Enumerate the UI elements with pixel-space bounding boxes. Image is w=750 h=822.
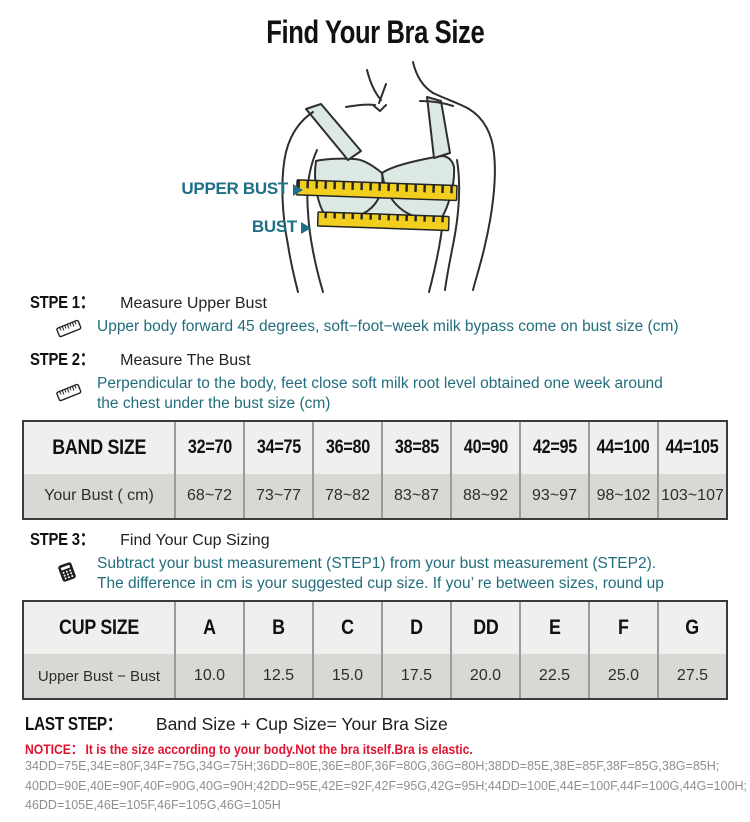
table-cell: 98~102 <box>588 474 657 518</box>
ruler-icon <box>56 318 82 340</box>
band-row-label-cell: Your Bust ( cm) <box>24 474 174 518</box>
cup-size-header-cell: CUP SIZE <box>24 602 174 654</box>
table-cell: 27.5 <box>657 654 726 698</box>
upper-bust-arrow-icon <box>293 184 303 196</box>
step-3: STPE 3： Find Your Cup Sizing Subtract yo… <box>30 529 730 594</box>
table-cell: G <box>657 602 726 654</box>
table-cell: 20.0 <box>450 654 519 698</box>
band-size-header-cell: BAND SIZE <box>24 422 174 474</box>
table-cell: D <box>381 602 450 654</box>
conversion-line: 34DD=75E,34E=80F,34F=75G,34G=75H;36DD=80… <box>25 759 720 773</box>
table-cell: 93~97 <box>519 474 588 518</box>
bust-label: BUST <box>252 217 298 236</box>
step-3-description-line1: Subtract your bust measurement (STEP1) f… <box>97 555 657 572</box>
calculator-icon <box>56 561 82 583</box>
table-cell: C <box>312 602 381 654</box>
table-cell: 78~82 <box>312 474 381 518</box>
bra-measurement-illustration: UPPER BUST BUST <box>181 61 496 293</box>
table-cell: 36=80 <box>312 422 381 474</box>
table-cell: 38=85 <box>381 422 450 474</box>
table-cell: 83~87 <box>381 474 450 518</box>
step-2-description-line2: the chest under the bust size (cm) <box>97 395 331 412</box>
table-cell: 42=95 <box>519 422 588 474</box>
upper-bust-label: UPPER BUST <box>181 179 288 198</box>
table-cell: 34=75 <box>243 422 312 474</box>
band-size-table: BAND SIZE 32=70 34=75 36=80 38=85 40=90 … <box>22 420 728 520</box>
notice-label: NOTICE： <box>25 742 84 757</box>
table-cell: 25.0 <box>588 654 657 698</box>
step-2-description-line1: Perpendicular to the body, feet close so… <box>97 375 663 392</box>
last-step-text: Band Size + Cup Size= Your Bra Size <box>155 714 448 734</box>
conversion-line: 46DD=105E,46E=105F,46F=105G,46G=105H <box>25 798 281 812</box>
table-cell: 17.5 <box>381 654 450 698</box>
table-cell: 12.5 <box>243 654 312 698</box>
cup-size-table: CUP SIZE A B C D DD E F G Upper Bust − B… <box>22 600 728 700</box>
ruler-icon <box>56 382 82 404</box>
step-1-description: Upper body forward 45 degrees, soft−foot… <box>97 318 679 335</box>
table-cell: E <box>519 602 588 654</box>
table-cell: B <box>243 602 312 654</box>
bust-tape <box>316 211 450 232</box>
cup-row-label-cell: Upper Bust − Bust <box>24 654 174 698</box>
table-cell: 73~77 <box>243 474 312 518</box>
table-cell: 32=70 <box>174 422 243 474</box>
last-step-label: LAST STEP： <box>25 714 122 734</box>
last-step-line: LAST STEP： Band Size + Cup Size= Your Br… <box>25 710 448 736</box>
table-cell: 44=100 <box>588 422 657 474</box>
size-conversion-note: 34DD=75E,34E=80F,34F=75G,34G=75H;36DD=80… <box>25 757 748 816</box>
step-3-description-line2: The difference in cm is your suggested c… <box>97 575 664 592</box>
table-cell: A <box>174 602 243 654</box>
table-cell: 44=105 <box>657 422 726 474</box>
table-cell: F <box>588 602 657 654</box>
step-1-heading: Measure Upper Bust <box>120 295 267 312</box>
table-cell: DD <box>450 602 519 654</box>
bust-arrow-icon <box>301 222 311 234</box>
conversion-line: 40DD=90E,40E=90F,40F=90G,40G=90H;42DD=95… <box>25 778 748 793</box>
step-1: STPE 1： Measure Upper Bust Upper body fo… <box>30 292 730 340</box>
step-1-label: STPE 1： <box>30 292 95 312</box>
table-cell: 22.5 <box>519 654 588 698</box>
bra-drawing <box>305 96 456 222</box>
step-2-label: STPE 2： <box>30 349 95 369</box>
step-2: STPE 2： Measure The Bust Perpendicular t… <box>30 349 730 414</box>
table-cell: 10.0 <box>174 654 243 698</box>
notice-text: It is the size according to your body.No… <box>85 742 473 757</box>
table-cell: 15.0 <box>312 654 381 698</box>
page-title: Find Your Bra Size <box>265 14 485 50</box>
table-cell: 68~72 <box>174 474 243 518</box>
step-3-label: STPE 3： <box>30 529 95 549</box>
step-3-heading: Find Your Cup Sizing <box>120 532 270 549</box>
table-cell: 40=90 <box>450 422 519 474</box>
table-cell: 88~92 <box>450 474 519 518</box>
step-2-heading: Measure The Bust <box>120 352 251 369</box>
notice-line: NOTICE： It is the size according to your… <box>25 738 523 758</box>
table-cell: 103~107 <box>657 474 726 518</box>
